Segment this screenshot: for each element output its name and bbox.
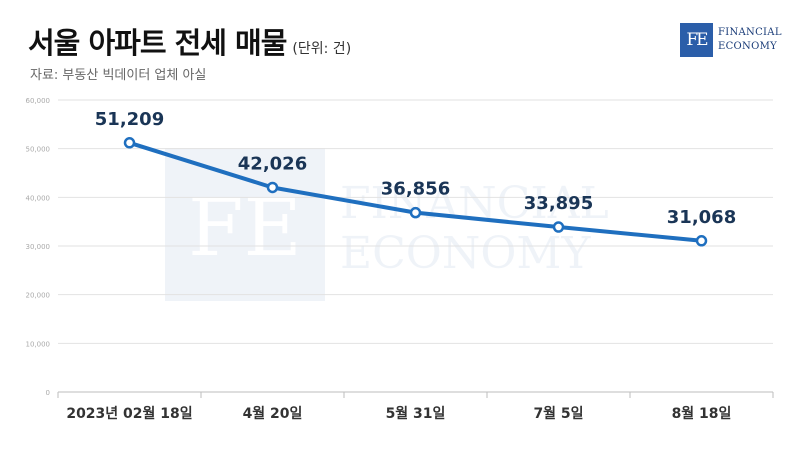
source-label: 자료: 부동산 빅데이터 업체 아실: [30, 68, 207, 83]
watermark-box: [165, 148, 325, 301]
chart-title: 서울 아파트 전세 매물: [28, 26, 287, 60]
logo-mark: FE: [680, 23, 713, 57]
data-label: 42,026: [238, 153, 307, 174]
data-point: [266, 181, 279, 194]
title-area: 서울 아파트 전세 매물 (단위: 건): [28, 20, 351, 62]
y-axis-ticks: 0 10,000 20,000 30,000 40,000 50,000 60,000: [26, 97, 51, 397]
y-tick-label: 60,000: [26, 97, 51, 105]
gridlines: [58, 99, 773, 344]
series-group: [123, 137, 708, 247]
y-tick-label: 40,000: [26, 194, 51, 202]
unit-label: (단위: 건): [292, 41, 352, 57]
logo-wordmark: FINANCIAL ECONOMY: [718, 26, 782, 54]
watermark-mark: FE: [188, 181, 302, 274]
watermark-line-2: ECONOMY: [340, 228, 591, 279]
x-tick-label: 8월 18일: [672, 405, 732, 422]
y-tick-label: 10,000: [26, 340, 51, 348]
x-tick-label: 2023년 02월 18일: [66, 405, 192, 422]
watermark: FE FINANCIAL ECONOMY: [165, 148, 609, 301]
data-label: 31,068: [667, 207, 736, 228]
data-labels: 51,209 42,026 36,856 33,895 31,068: [95, 109, 736, 228]
brand-logo: FE FINANCIAL ECONOMY: [680, 23, 790, 57]
data-point: [552, 221, 565, 233]
y-tick-label: 50,000: [26, 146, 51, 154]
data-point: [123, 137, 136, 149]
data-label: 36,856: [381, 179, 450, 200]
x-axis: 2023년 02월 18일 4월 20일 5월 31일 7월 5일 8월 18일: [57, 391, 774, 422]
data-point: [695, 235, 708, 247]
logo-line-1: FINANCIAL: [718, 27, 782, 38]
y-tick-label: 20,000: [26, 292, 51, 300]
data-point: [409, 206, 422, 219]
x-tick-label: 5월 31일: [386, 405, 446, 422]
x-tick-label: 7월 5일: [533, 405, 583, 422]
logo-line-2: ECONOMY: [718, 41, 778, 52]
y-tick-label: 30,000: [26, 243, 51, 251]
x-tick-label: 4월 20일: [243, 405, 303, 422]
data-label: 33,895: [524, 193, 593, 214]
y-tick-label: 0: [46, 389, 50, 397]
data-label: 51,209: [95, 109, 164, 130]
